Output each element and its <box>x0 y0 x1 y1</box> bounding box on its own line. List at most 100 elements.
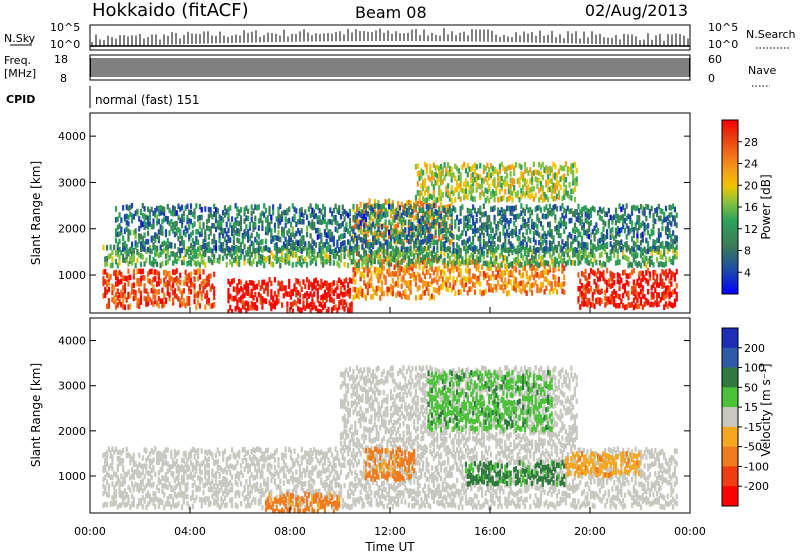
heatmap-cell <box>525 270 528 277</box>
heatmap-cell <box>584 230 587 236</box>
heatmap-cell <box>268 222 271 228</box>
heatmap-cell <box>461 239 464 246</box>
heatmap-cell <box>513 246 516 253</box>
heatmap-cell <box>384 199 387 205</box>
heatmap-cell <box>643 226 646 232</box>
heatmap-cell <box>555 184 559 191</box>
heatmap-cell <box>527 247 530 254</box>
heatmap-cell <box>539 261 543 267</box>
heatmap-cell <box>114 489 118 495</box>
heatmap-cell <box>413 216 416 222</box>
heatmap-cell <box>297 256 300 262</box>
heatmap-cell <box>522 184 525 191</box>
heatmap-cell <box>661 208 664 215</box>
heatmap-cell <box>134 468 137 475</box>
heatmap-cell <box>379 295 382 301</box>
heatmap-cell <box>577 240 580 247</box>
heatmap-cell <box>166 461 169 467</box>
heatmap-cell <box>409 231 412 237</box>
heatmap-cell <box>130 213 134 219</box>
heatmap-cell <box>366 202 369 209</box>
heatmap-cell <box>545 194 548 200</box>
heatmap-cell <box>447 214 450 221</box>
colorbar-tick-label: 8 <box>744 245 751 258</box>
heatmap-cell <box>586 277 589 283</box>
heatmap-cell <box>255 261 259 267</box>
heatmap-cell <box>170 504 173 510</box>
heatmap-cell <box>586 254 589 261</box>
heatmap-cell <box>152 218 155 224</box>
heatmap-cell <box>579 255 582 261</box>
heatmap-cell <box>323 252 327 258</box>
heatmap-cell <box>570 168 573 175</box>
heatmap-cell <box>422 259 425 265</box>
heatmap-cell <box>429 236 432 243</box>
heatmap-cell <box>500 276 503 283</box>
heatmap-cell <box>343 278 346 285</box>
nsky-label: N.Sky <box>4 32 36 45</box>
heatmap-cell <box>436 279 439 285</box>
heatmap-cell <box>614 246 618 253</box>
heatmap-cell <box>304 305 307 311</box>
heatmap-cell <box>159 251 162 258</box>
heatmap-cell <box>343 291 346 298</box>
heatmap-cell <box>113 244 116 251</box>
heatmap-cell <box>580 224 584 231</box>
heatmap-cell <box>527 187 530 194</box>
heatmap-cell <box>498 168 502 175</box>
heatmap-cell <box>395 238 398 245</box>
heatmap-cell <box>572 162 575 169</box>
heatmap-cell <box>364 242 368 249</box>
heatmap-cell <box>479 254 482 260</box>
heatmap-cell <box>632 227 635 233</box>
heatmap-cell <box>423 245 427 252</box>
heatmap-cell <box>666 285 669 291</box>
heatmap-cell <box>511 261 514 267</box>
heatmap-cell <box>539 235 543 242</box>
heatmap-cell <box>191 281 194 288</box>
heatmap-cell <box>525 290 528 296</box>
heatmap-cell <box>488 184 491 190</box>
heatmap-cell <box>232 257 235 264</box>
heatmap-cell <box>198 268 202 274</box>
heatmap-cell <box>466 207 469 214</box>
heatmap-cell <box>554 163 557 170</box>
heatmap-cell <box>464 246 468 252</box>
heatmap-cell <box>138 452 141 459</box>
heatmap-cell <box>236 286 239 293</box>
heatmap-cell <box>611 215 614 222</box>
heatmap-cell <box>170 218 173 225</box>
heatmap-cell <box>575 247 578 254</box>
heatmap-cell <box>488 275 491 281</box>
heatmap-cell <box>175 258 178 265</box>
heatmap-cell <box>123 479 127 485</box>
heatmap-cell <box>530 218 534 225</box>
heatmap-cell <box>498 263 502 269</box>
heatmap-cell <box>318 233 321 239</box>
heatmap-cell <box>455 266 459 272</box>
heatmap-cell <box>659 297 662 303</box>
heatmap-cell <box>173 220 177 227</box>
heatmap-cell <box>329 255 332 261</box>
heatmap-cell <box>255 296 259 303</box>
heatmap-cell <box>295 252 298 258</box>
heatmap-cell <box>216 220 219 226</box>
heatmap-cell <box>504 188 507 195</box>
heatmap-cell <box>204 293 207 299</box>
heatmap-cell <box>507 238 510 245</box>
heatmap-cell <box>155 250 159 257</box>
heatmap-cell <box>286 249 289 255</box>
heatmap-cell <box>520 164 523 171</box>
heatmap-cell <box>605 296 609 302</box>
heatmap-cell <box>518 241 521 248</box>
heatmap-cell <box>500 249 503 256</box>
heatmap-cell <box>423 263 427 269</box>
heatmap-cell <box>448 256 452 262</box>
heatmap-cell <box>155 300 159 307</box>
heatmap-cell <box>673 215 677 221</box>
heatmap-cell <box>620 277 623 284</box>
heatmap-cell <box>634 288 637 295</box>
heatmap-cell <box>586 218 589 225</box>
heatmap-cell <box>480 183 484 189</box>
heatmap-cell <box>379 241 382 247</box>
